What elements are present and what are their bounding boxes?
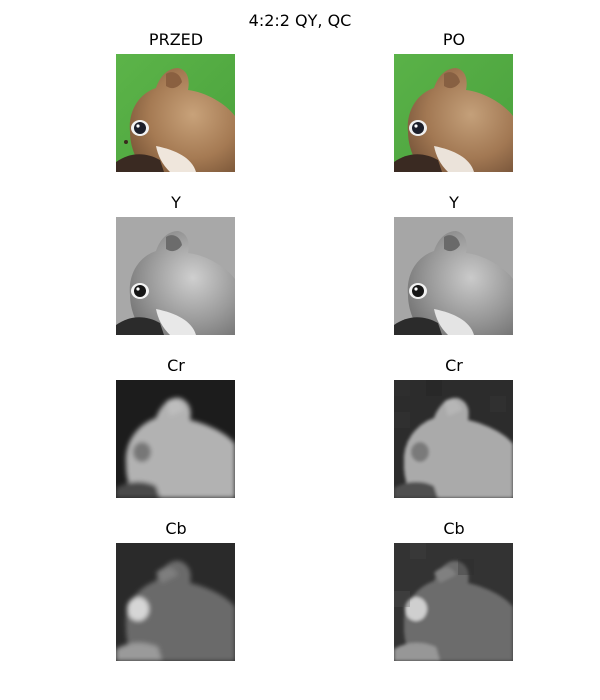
squirrel-color-image-after <box>394 54 513 172</box>
panel-title-cb: Cb <box>165 519 187 538</box>
cr-channel-image-after <box>394 380 513 498</box>
panel-title-y: Y <box>171 193 181 212</box>
panel-title-cb-after: Cb <box>443 519 465 538</box>
panel-title-cr: Cr <box>167 356 185 375</box>
cb-channel-image-before <box>116 543 235 661</box>
figure-title: 4:2:2 QY, QC <box>248 11 352 30</box>
panel-title-po: PO <box>442 30 466 49</box>
cr-channel-image-before <box>116 380 235 498</box>
panel-title-przed: PRZED <box>148 30 204 49</box>
squirrel-color-image-before <box>116 54 235 172</box>
y-channel-image-before <box>116 217 235 335</box>
panel-title-y-after: Y <box>449 193 459 212</box>
cb-channel-image-after <box>394 543 513 661</box>
y-channel-image-after <box>394 217 513 335</box>
panel-title-cr-after: Cr <box>445 356 463 375</box>
